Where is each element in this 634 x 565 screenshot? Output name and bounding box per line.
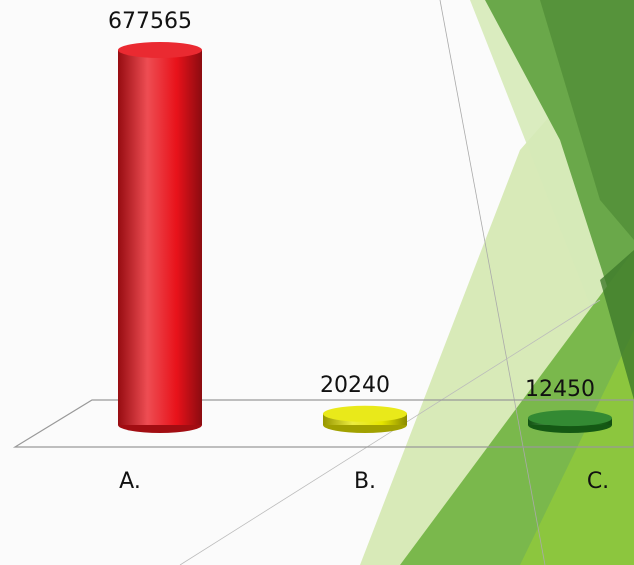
x-tick-label: A. — [119, 469, 141, 494]
data-label: 677565 — [108, 9, 192, 34]
decor-line — [439, 0, 546, 565]
decor-line — [179, 299, 601, 565]
bar — [118, 50, 202, 425]
x-tick-label: C. — [587, 469, 609, 494]
plot: A. 677565 B. 20240 C. 12450 — [108, 9, 612, 494]
bar-top — [528, 410, 612, 427]
data-label: 20240 — [320, 373, 390, 398]
data-label: 12450 — [525, 377, 595, 402]
bar-top — [118, 42, 202, 58]
bar-top — [323, 405, 407, 422]
x-tick-label: B. — [354, 469, 376, 494]
floor-plane — [12, 399, 634, 448]
decor-shape — [540, 0, 634, 240]
decor-shape — [600, 250, 634, 400]
